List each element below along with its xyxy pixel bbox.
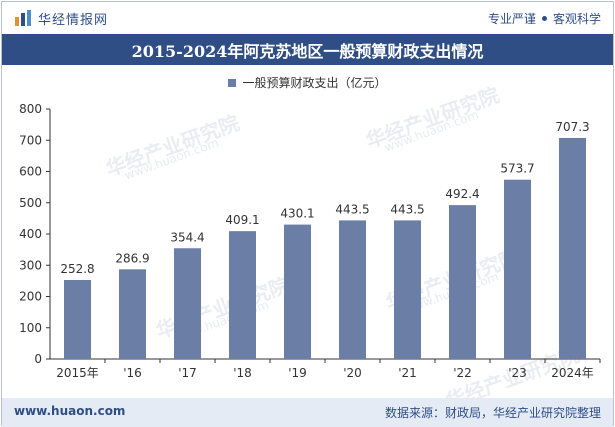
data-label: 707.3 [555, 120, 589, 134]
x-tick-label: '20 [343, 366, 362, 380]
x-tick-label: '16 [123, 366, 142, 380]
x-tick-label: '19 [288, 366, 307, 380]
legend-label: 一般预算财政支出（亿元） [242, 76, 387, 90]
tag-professional: 专业严谨 [487, 12, 536, 26]
y-tick-label: 300 [19, 258, 42, 272]
y-tick-label: 800 [19, 102, 42, 116]
y-tick-label: 500 [19, 196, 42, 210]
footer: www.huaon.com 数据来源：财政局，华经产业研究院整理 [2, 398, 613, 427]
y-tick-label: 400 [19, 227, 42, 241]
bar [449, 205, 476, 359]
brand-name: 华经情报网 [38, 12, 109, 28]
data-label: 573.7 [500, 162, 534, 176]
legend-swatch [228, 78, 237, 87]
data-label: 492.4 [445, 187, 479, 201]
separator-dot-icon [541, 16, 547, 21]
x-tick-label: '23 [508, 366, 527, 380]
y-tick-label: 700 [19, 133, 42, 147]
chart-legend: 一般预算财政支出（亿元） [2, 74, 613, 91]
bar [284, 224, 311, 359]
bar [119, 269, 146, 359]
bar [174, 248, 201, 359]
x-tick-label: 2024年 [551, 366, 594, 380]
data-label: 430.1 [280, 207, 314, 221]
top-bar: 华经情报网 专业严谨 客观科学 [2, 2, 613, 34]
tag-objective: 客观科学 [552, 12, 601, 26]
bar [339, 220, 366, 359]
bar [504, 179, 531, 359]
bar [64, 280, 91, 359]
bar [394, 220, 421, 359]
data-label: 286.9 [115, 251, 149, 265]
data-label: 354.4 [170, 230, 204, 244]
chart-title: 2015-2024年阿克苏地区一般预算财政支出情况 [131, 41, 484, 61]
x-tick-label: '21 [398, 366, 417, 380]
data-label: 409.1 [225, 213, 259, 227]
y-tick-label: 600 [19, 165, 42, 179]
footer-source: 数据来源：财政局，华经产业研究院整理 [384, 406, 601, 420]
title-bar: 2015-2024年阿克苏地区一般预算财政支出情况 [2, 34, 613, 65]
data-label: 443.5 [390, 202, 424, 216]
data-label: 443.5 [335, 202, 369, 216]
brand: 华经情报网 [14, 8, 108, 28]
x-tick-label: '22 [453, 366, 472, 380]
brand-logo-icon [15, 10, 31, 26]
bar [559, 137, 586, 359]
bar [229, 231, 256, 359]
y-tick-label: 200 [19, 290, 42, 304]
data-label: 252.8 [60, 262, 94, 276]
y-tick-label: 100 [19, 321, 42, 335]
header-tags: 专业严谨 客观科学 [488, 10, 601, 27]
x-tick-label: 2015年 [56, 366, 99, 380]
x-tick-label: '17 [178, 366, 197, 380]
x-tick-label: '18 [233, 366, 252, 380]
footer-url: www.huaon.com [14, 404, 126, 418]
y-tick-label: 0 [34, 352, 42, 366]
